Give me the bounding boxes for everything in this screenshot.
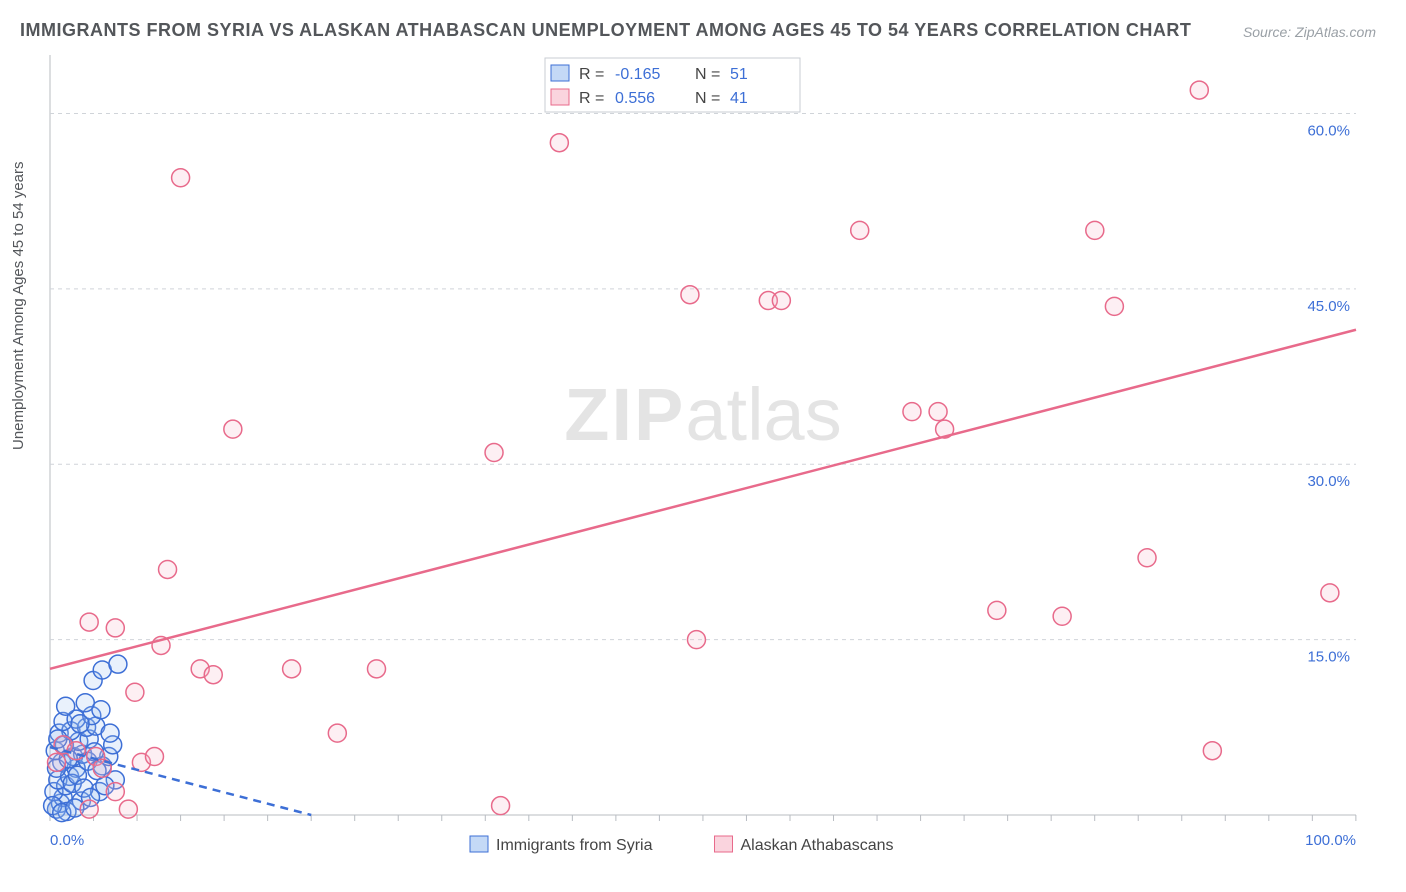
svg-text:41: 41 xyxy=(730,90,748,107)
svg-text:0.556: 0.556 xyxy=(615,90,655,107)
marker-athabascan xyxy=(1138,549,1156,567)
svg-text:30.0%: 30.0% xyxy=(1307,473,1350,490)
marker-athabascan xyxy=(106,783,124,801)
marker-athabascan xyxy=(851,221,869,239)
svg-text:R =: R = xyxy=(579,66,604,83)
svg-text:0.0%: 0.0% xyxy=(50,832,84,849)
marker-syria xyxy=(57,697,75,715)
marker-athabascan xyxy=(80,800,98,818)
marker-athabascan xyxy=(485,444,503,462)
marker-athabascan xyxy=(1086,221,1104,239)
svg-text:51: 51 xyxy=(730,66,748,83)
marker-athabascan xyxy=(328,724,346,742)
marker-athabascan xyxy=(1203,742,1221,760)
legend-correlation: R = -0.165 N = 51 R = 0.556 N = 41 xyxy=(545,58,800,112)
marker-athabascan xyxy=(48,753,66,771)
marker-athabascan xyxy=(106,619,124,637)
svg-text:ZIPatlas: ZIPatlas xyxy=(564,373,841,456)
marker-syria xyxy=(109,655,127,673)
marker-athabascan xyxy=(172,169,190,187)
svg-text:-0.165: -0.165 xyxy=(615,66,660,83)
marker-athabascan xyxy=(119,800,137,818)
scatter-chart: 15.0% 30.0% 45.0% 60.0% 0.0% 100.0% ZIPatlas R … xyxy=(0,0,1406,892)
marker-athabascan xyxy=(80,613,98,631)
marker-athabascan xyxy=(224,420,242,438)
marker-athabascan xyxy=(126,683,144,701)
svg-text:45.0%: 45.0% xyxy=(1307,298,1350,315)
marker-athabascan xyxy=(1321,584,1339,602)
marker-athabascan xyxy=(283,660,301,678)
marker-athabascan xyxy=(368,660,386,678)
svg-text:N =: N = xyxy=(695,90,720,107)
marker-athabascan xyxy=(929,403,947,421)
marker-athabascan xyxy=(145,748,163,766)
svg-text:N =: N = xyxy=(695,66,720,83)
marker-athabascan xyxy=(1190,81,1208,99)
marker-athabascan xyxy=(772,292,790,310)
svg-text:15.0%: 15.0% xyxy=(1307,649,1350,666)
svg-text:100.0%: 100.0% xyxy=(1305,832,1356,849)
svg-text:60.0%: 60.0% xyxy=(1307,122,1350,139)
marker-athabascan xyxy=(159,560,177,578)
marker-athabascan xyxy=(988,601,1006,619)
marker-syria xyxy=(76,694,94,712)
marker-athabascan xyxy=(67,742,85,760)
marker-athabascan xyxy=(204,666,222,684)
svg-text:R =: R = xyxy=(579,90,604,107)
marker-athabascan xyxy=(492,797,510,815)
marker-athabascan xyxy=(1105,297,1123,315)
marker-syria xyxy=(71,715,89,733)
svg-text:Immigrants from Syria: Immigrants from Syria xyxy=(496,837,653,854)
marker-athabascan xyxy=(687,631,705,649)
svg-text:Alaskan Athabascans: Alaskan Athabascans xyxy=(741,837,894,854)
marker-athabascan xyxy=(681,286,699,304)
legend-series: Immigrants from Syria Alaskan Athabascans xyxy=(470,836,894,854)
marker-athabascan xyxy=(1053,607,1071,625)
marker-syria xyxy=(101,724,119,742)
marker-athabascan xyxy=(903,403,921,421)
marker-athabascan xyxy=(550,134,568,152)
